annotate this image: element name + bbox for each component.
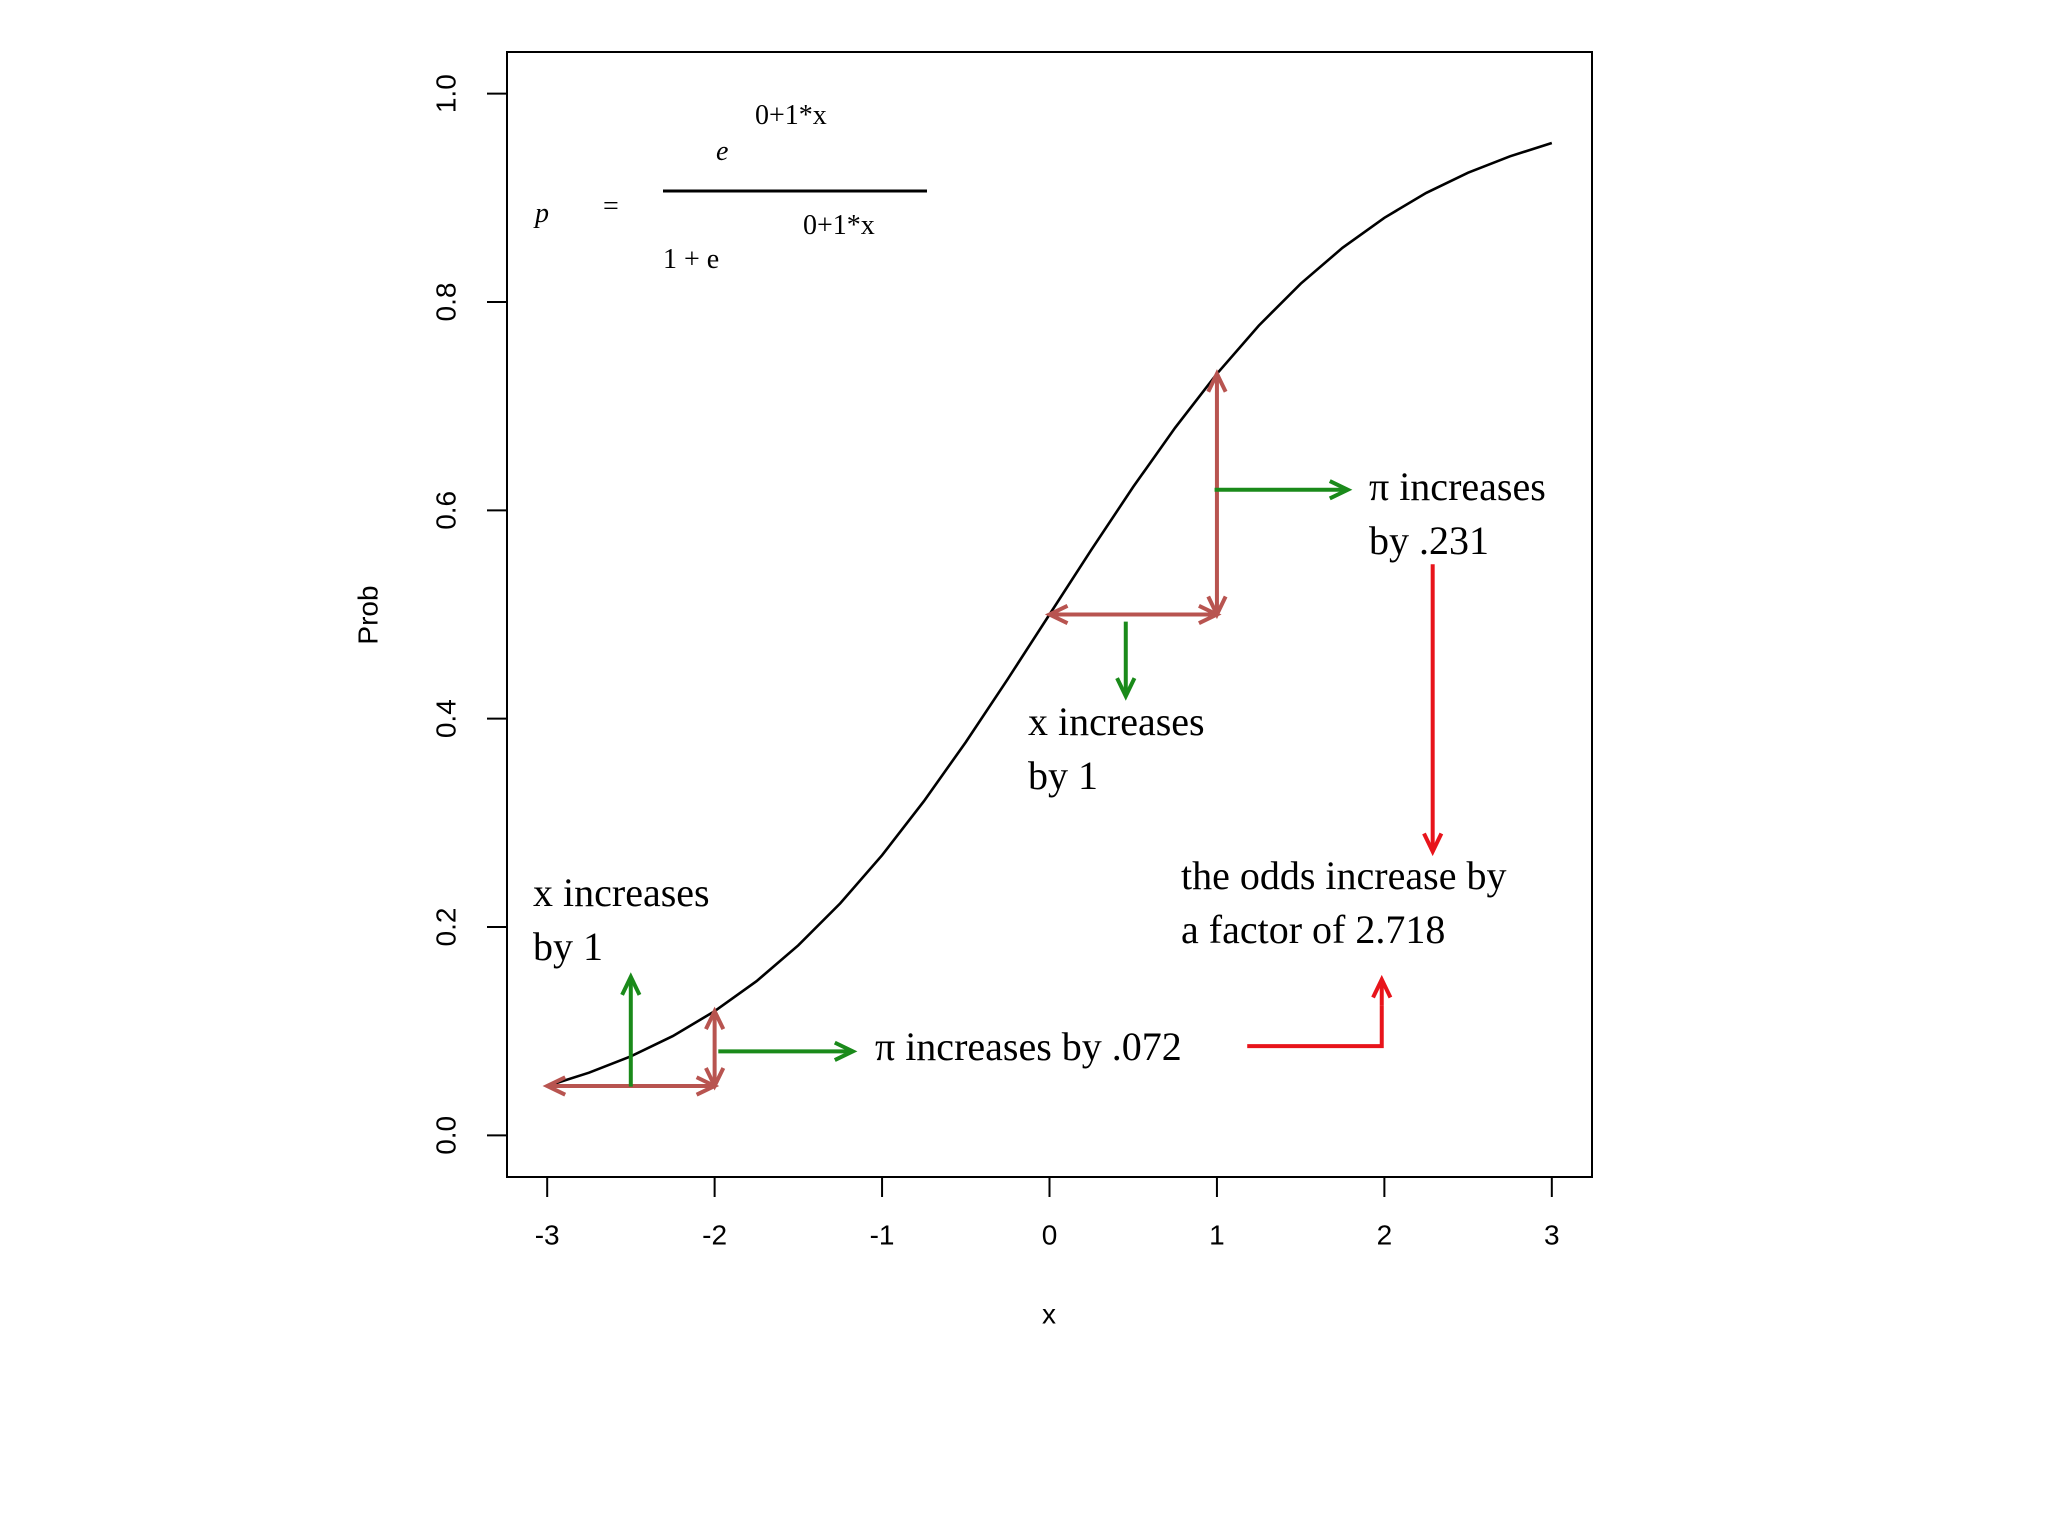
- arrow-head: [1371, 974, 1393, 999]
- y-tick-label: 0.6: [430, 491, 461, 530]
- y-tick-label: 0.2: [430, 908, 461, 947]
- annotation: π increases: [1369, 464, 1546, 509]
- x-tick-label: 2: [1377, 1219, 1393, 1250]
- arrow-head: [542, 1075, 567, 1097]
- formula-lhs: p: [533, 198, 549, 229]
- arrow-head: [1328, 479, 1353, 501]
- arrow-head: [704, 1067, 726, 1091]
- x-tick-label: -3: [535, 1219, 560, 1250]
- arrow-head: [1206, 369, 1228, 393]
- annotation: x increases: [533, 870, 710, 915]
- arrow-head: [620, 972, 642, 996]
- arrow-head: [1206, 595, 1228, 620]
- y-tick-label: 1.0: [430, 74, 461, 113]
- x-tick-label: 0: [1042, 1219, 1058, 1250]
- annotation: π increases by .072: [875, 1024, 1182, 1069]
- annotation: by 1: [533, 924, 603, 969]
- arrow-head: [1422, 832, 1444, 857]
- annotation: a factor of 2.718: [1181, 907, 1445, 952]
- y-tick-label: 0.0: [430, 1116, 461, 1155]
- y-axis-label: Prob: [352, 585, 383, 644]
- formula-equals: =: [603, 191, 619, 222]
- y-tick-label: 0.4: [430, 699, 461, 738]
- formula-exponent: 0+1*x: [755, 100, 827, 131]
- x-tick-label: -1: [870, 1219, 895, 1250]
- formula-exponent: 0+1*x: [803, 210, 875, 241]
- y-tick-label: 0.8: [430, 283, 461, 322]
- annotation: by 1: [1028, 753, 1098, 798]
- annotation: x increases: [1028, 699, 1205, 744]
- annotation: by .231: [1369, 518, 1489, 563]
- arrow-head: [833, 1040, 858, 1062]
- annotation-arrow: [1247, 1005, 1384, 1049]
- arrow-head: [1044, 604, 1069, 625]
- x-tick-label: -2: [702, 1219, 727, 1250]
- arrow-head: [1115, 677, 1137, 701]
- annotation: the odds increase by: [1181, 853, 1506, 898]
- x-axis-label: x: [1042, 1298, 1056, 1329]
- formula-denominator: 1 + e: [663, 244, 719, 275]
- arrow-head: [704, 1006, 726, 1031]
- formula-numerator: e: [716, 136, 728, 167]
- x-tick-label: 1: [1209, 1219, 1225, 1250]
- x-tick-label: 3: [1544, 1219, 1560, 1250]
